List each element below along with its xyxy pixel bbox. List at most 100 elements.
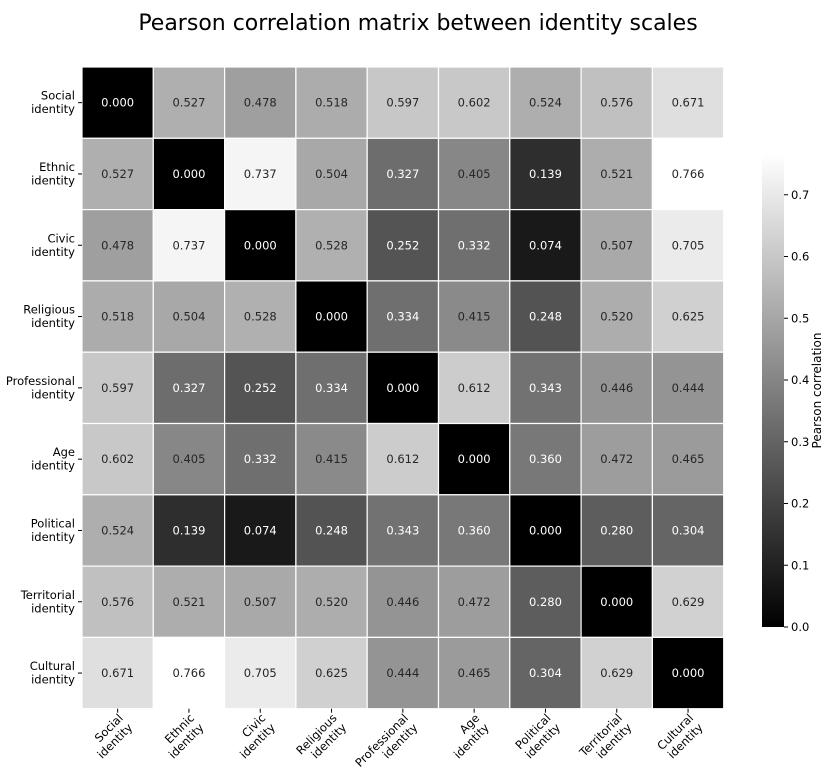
heatmap-cell xyxy=(295,565,368,638)
colorbar: 0.0 0.1 0.2 0.3 0.4 0.5 0.6 0.7 Pearson correlat… xyxy=(762,154,824,634)
column-tick-label: Civicidentity xyxy=(227,711,278,762)
cell-value-label: 0.472 xyxy=(600,452,633,466)
heatmap-cell xyxy=(366,422,440,496)
heatmap-cell xyxy=(224,636,297,710)
heatmap-cell xyxy=(224,351,297,425)
heatmap-cell xyxy=(651,280,725,353)
heatmap-cell xyxy=(295,209,368,282)
heatmap-cell xyxy=(580,66,653,139)
cell-value-label: 0.737 xyxy=(244,167,277,181)
cell-value-label: 0.504 xyxy=(172,310,205,324)
cell-value-label: 0.252 xyxy=(386,238,419,252)
heatmap-cell xyxy=(580,422,653,496)
cell-value-label: 0.405 xyxy=(458,167,491,181)
row-tick-label: Age identity xyxy=(31,445,75,473)
cell-value-label: 0.332 xyxy=(244,452,277,466)
heatmap-cell xyxy=(81,422,154,496)
colorbar-tick-label: 0.6 xyxy=(791,250,809,264)
column-tick-label: Socialidentity xyxy=(85,711,136,762)
cell-value-label: 0.360 xyxy=(458,523,491,537)
cell-value-label: 0.304 xyxy=(529,666,562,680)
cell-value-label: 0.625 xyxy=(672,310,705,324)
cell-value-label: 0.478 xyxy=(101,238,134,252)
cell-value-label: 0.576 xyxy=(101,595,134,609)
heatmap-cells: 0.000 0.527 0.478 0.518 0.597 0.602 0.524 0.576… xyxy=(81,66,725,710)
heatmap-cell xyxy=(437,66,511,139)
column-tick-label: Territorialidentity xyxy=(576,711,635,769)
cell-value-label: 0.000 xyxy=(458,452,491,466)
cell-value-label: 0.280 xyxy=(529,595,562,609)
cell-value-label: 0.343 xyxy=(386,523,419,537)
heatmap-cell xyxy=(366,494,440,567)
heatmap-cell xyxy=(81,280,154,353)
cell-value-label: 0.521 xyxy=(172,595,205,609)
cell-value-label: 0.576 xyxy=(600,96,633,110)
heatmap-cell xyxy=(509,209,582,282)
cell-value-label: 0.280 xyxy=(600,523,633,537)
cell-value-label: 0.520 xyxy=(600,310,633,324)
colorbar-tick-label: 0.3 xyxy=(791,435,809,449)
colorbar-tick-label: 0.4 xyxy=(791,373,809,387)
cell-value-label: 0.472 xyxy=(458,595,491,609)
cell-value-label: 0.602 xyxy=(458,96,491,110)
cell-value-label: 0.766 xyxy=(672,167,705,181)
column-tick-label: Professionalidentity xyxy=(352,711,420,769)
heatmap-cell xyxy=(81,209,154,282)
cell-value-label: 0.000 xyxy=(315,310,348,324)
column-tick-label: Culturalidentity xyxy=(654,711,706,763)
cell-value-label: 0.705 xyxy=(672,238,705,252)
row-tick-label: Professional identity xyxy=(6,374,75,402)
heatmap-cell xyxy=(437,565,511,638)
heatmap-cell xyxy=(437,351,511,425)
cell-value-label: 0.000 xyxy=(529,523,562,537)
colorbar-tick-label: 0.7 xyxy=(791,188,809,202)
cell-value-label: 0.139 xyxy=(529,167,562,181)
column-tick-label: Religiousidentity xyxy=(293,711,349,767)
heatmap-cell xyxy=(366,209,440,282)
heatmap-cell xyxy=(437,422,511,496)
heatmap-cell xyxy=(509,565,582,638)
cell-value-label: 0.334 xyxy=(386,310,419,324)
cell-value-label: 0.737 xyxy=(172,238,205,252)
cell-value-label: 0.415 xyxy=(315,452,348,466)
heatmap-cell xyxy=(152,422,226,496)
heatmap-cell xyxy=(224,137,297,211)
cell-value-label: 0.521 xyxy=(600,167,633,181)
column-tick-labels: Socialidentity Ethnicidentity Civicidentit… xyxy=(85,708,706,769)
cell-value-label: 0.000 xyxy=(672,666,705,680)
heatmap-cell xyxy=(509,636,582,710)
cell-value-label: 0.074 xyxy=(244,523,277,537)
row-tick-label: Territorial identity xyxy=(20,588,75,616)
chart-title: Pearson correlation matrix between ident… xyxy=(138,11,697,36)
cell-value-label: 0.000 xyxy=(172,167,205,181)
cell-value-label: 0.705 xyxy=(244,666,277,680)
heatmap-cell xyxy=(651,636,725,710)
colorbar-gradient xyxy=(762,154,784,627)
cell-value-label: 0.252 xyxy=(244,381,277,395)
cell-value-label: 0.625 xyxy=(315,666,348,680)
cell-value-label: 0.671 xyxy=(672,96,705,110)
cell-value-label: 0.000 xyxy=(600,595,633,609)
cell-value-label: 0.478 xyxy=(244,96,277,110)
heatmap-cell xyxy=(81,636,154,710)
cell-value-label: 0.360 xyxy=(529,452,562,466)
cell-value-label: 0.444 xyxy=(672,381,705,395)
cell-value-label: 0.597 xyxy=(101,381,134,395)
cell-value-label: 0.444 xyxy=(386,666,419,680)
column-tick-label: Ageidentity xyxy=(441,711,492,762)
cell-value-label: 0.524 xyxy=(529,96,562,110)
heatmap-cell xyxy=(295,280,368,353)
column-tick-label: Ethnicidentity xyxy=(156,711,207,762)
cell-value-label: 0.524 xyxy=(101,523,134,537)
cell-value-label: 0.000 xyxy=(386,381,419,395)
cell-value-label: 0.518 xyxy=(315,96,348,110)
cell-value-label: 0.415 xyxy=(458,310,491,324)
heatmap-cell xyxy=(152,636,226,710)
heatmap-cell xyxy=(81,565,154,638)
cell-value-label: 0.612 xyxy=(458,381,491,395)
cell-value-label: 0.334 xyxy=(315,381,348,395)
colorbar-tick-label: 0.2 xyxy=(791,497,809,511)
cell-value-label: 0.000 xyxy=(101,96,134,110)
cell-value-label: 0.520 xyxy=(315,595,348,609)
heatmap-cell xyxy=(152,66,226,139)
